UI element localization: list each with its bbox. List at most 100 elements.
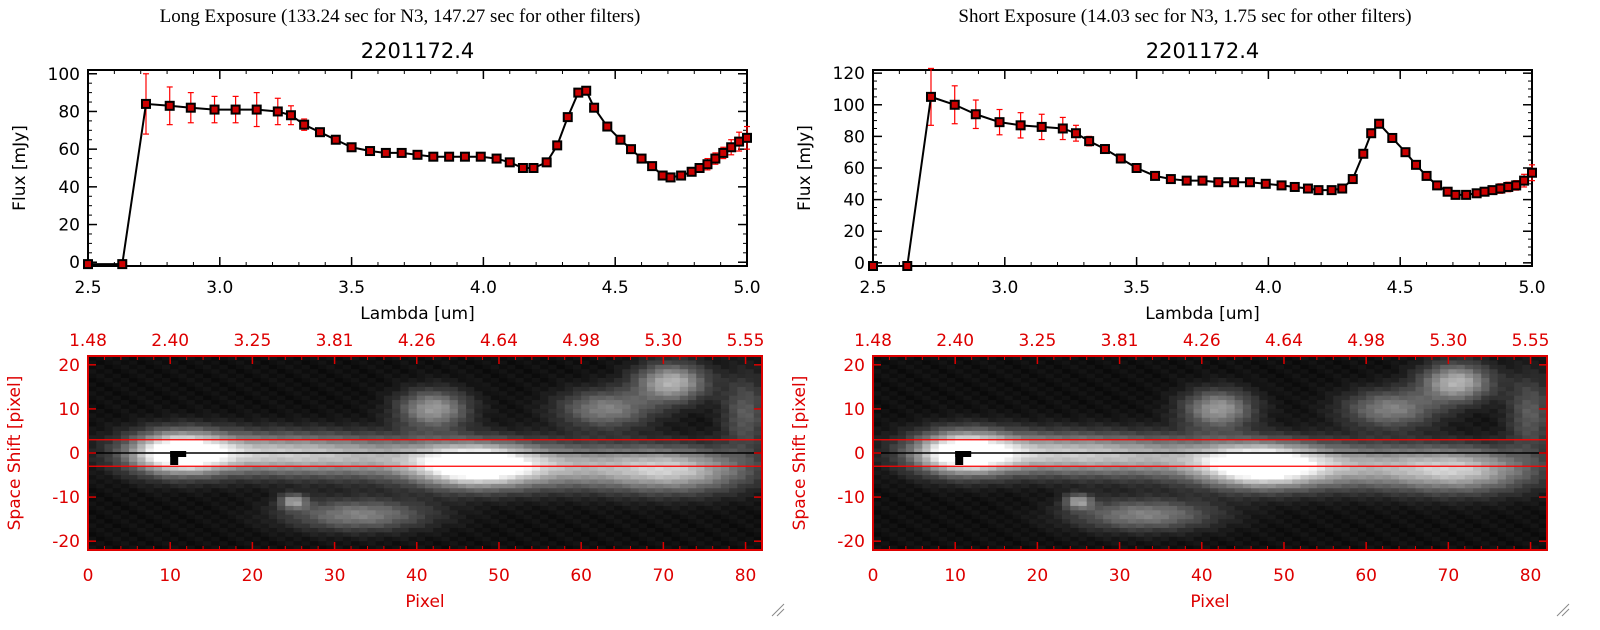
image-pixel [400, 360, 409, 366]
data-point [1450, 189, 1461, 200]
image-pixel [178, 532, 188, 538]
image-pixel [671, 356, 681, 361]
image-pixel [112, 470, 122, 476]
image-pixel [564, 439, 574, 445]
image-pixel [515, 466, 525, 472]
image-pixel [309, 453, 319, 458]
image-pixel [88, 373, 97, 379]
image-pixel [572, 475, 582, 480]
image-pixel [392, 505, 401, 511]
image-pixel [293, 492, 303, 498]
image-pixel [873, 400, 882, 405]
image-pixel [219, 501, 229, 507]
image-pixel [474, 514, 483, 520]
image-pixel [466, 373, 475, 379]
data-point [970, 109, 981, 120]
image-pixel [922, 430, 931, 436]
image-pixel [720, 527, 730, 533]
image-pixel [351, 501, 360, 507]
image-pixel [129, 356, 138, 361]
image-pixel [244, 417, 253, 423]
image-pixel [309, 448, 319, 454]
image-pixel [622, 470, 631, 476]
image-pixel [955, 501, 964, 507]
image-pixel [515, 461, 525, 467]
image-pixel [622, 404, 631, 410]
image-pixel [88, 497, 97, 502]
image-pixel [638, 391, 648, 397]
image-pixel [638, 360, 648, 366]
image-pixel [96, 373, 105, 379]
image-pixel [572, 391, 582, 397]
data-point [1276, 180, 1287, 191]
image-pixel [873, 448, 882, 454]
image-pixel [663, 532, 672, 538]
image-pixel [663, 505, 672, 511]
image-pixel [897, 510, 907, 516]
image-pixel [655, 373, 664, 379]
image-pixel [663, 404, 672, 410]
image-pixel [474, 382, 483, 388]
image-pixel [186, 457, 196, 463]
image-pixel [112, 430, 122, 436]
image-pixel [425, 395, 434, 401]
image-pixel [630, 483, 640, 489]
image-pixel [400, 519, 409, 524]
image-pixel [277, 356, 286, 361]
image-pixel [946, 373, 956, 379]
image-pixel [889, 523, 899, 529]
image-pixel [252, 523, 262, 529]
image-pixel [96, 466, 105, 472]
image-pixel [408, 461, 418, 467]
image-pixel [161, 426, 171, 432]
image-pixel [490, 413, 500, 419]
image-pixel [696, 391, 705, 397]
image-pixel [922, 519, 931, 524]
image-pixel [540, 413, 549, 419]
image-pixel [112, 457, 122, 463]
image-pixel [963, 404, 973, 410]
image-pixel [170, 545, 179, 551]
image-pixel [745, 466, 755, 472]
image-pixel [392, 430, 401, 436]
image-pixel [638, 400, 648, 405]
data-point [1229, 177, 1240, 188]
image-pixel [260, 400, 270, 405]
image-pixel [646, 378, 656, 383]
image-pixel [449, 439, 459, 445]
image-pixel [753, 448, 763, 454]
image-pixel [203, 519, 212, 524]
image-pixel [104, 470, 114, 476]
image-pixel [679, 448, 689, 454]
image-pixel [441, 488, 451, 494]
image-pixel [905, 466, 915, 472]
image-pixel [515, 497, 525, 502]
image-pixel [490, 448, 500, 454]
image-pixel [671, 426, 681, 432]
image-pixel [930, 505, 940, 511]
data-point [1313, 185, 1324, 196]
image-pixel [466, 527, 475, 533]
image-pixel [392, 475, 401, 480]
image-pixel [630, 369, 640, 375]
image-pixel [219, 356, 229, 361]
image-pixel [614, 356, 623, 361]
image-pixel [753, 483, 763, 489]
image-pixel [129, 466, 138, 472]
image-pixel [753, 378, 763, 383]
image-pixel [548, 422, 557, 427]
image-pixel [186, 519, 196, 524]
image-pixel [211, 356, 220, 361]
image-pixel [194, 475, 204, 480]
image-pixel [745, 422, 755, 427]
image-pixel [498, 426, 508, 432]
data-point [1036, 121, 1047, 132]
image-pixel [416, 400, 426, 405]
image-pixel [137, 527, 146, 533]
image-pixel [540, 483, 549, 489]
image-pixel [490, 360, 500, 366]
image-pixel [326, 356, 335, 361]
image-pixel [914, 479, 923, 485]
image-pixel [137, 483, 146, 489]
image-pixel [342, 395, 352, 401]
